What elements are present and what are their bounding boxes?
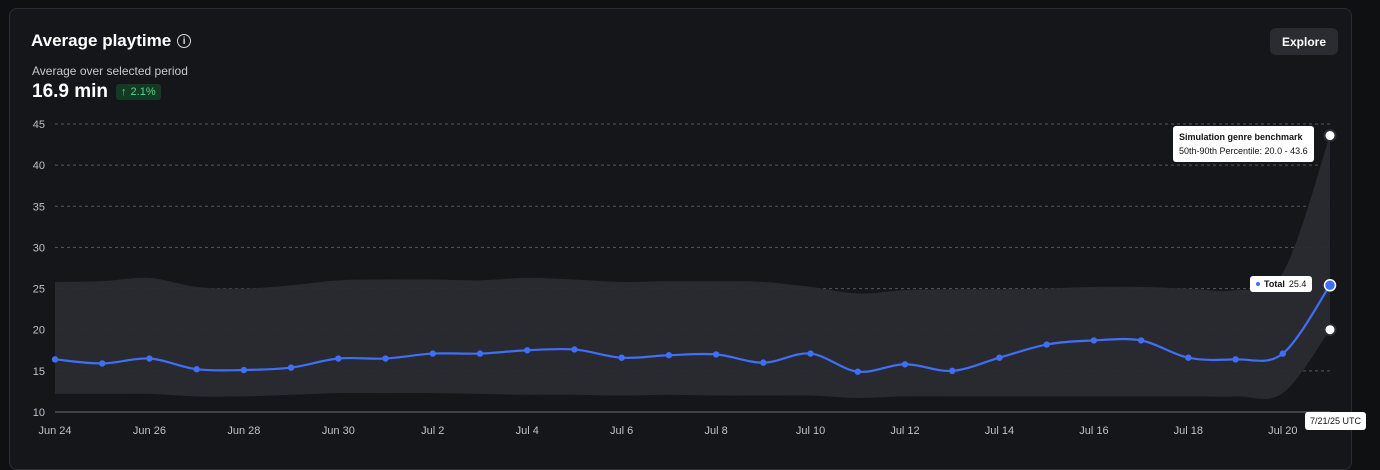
- total-tooltip: Total 25.4: [1250, 276, 1313, 292]
- x-tick-label: Jun 26: [133, 425, 166, 437]
- data-point: [335, 355, 342, 362]
- metric-row: 16.9 min ↑ 2.1%: [32, 81, 161, 103]
- data-point: [712, 351, 720, 358]
- x-tick-label: Jul 6: [610, 425, 633, 437]
- data-point: [146, 355, 153, 362]
- card-title: Average playtime: [31, 31, 172, 50]
- x-tick-label: Jul 12: [890, 425, 919, 437]
- data-point: [854, 368, 861, 375]
- data-point: [665, 352, 673, 359]
- data-point: [382, 355, 389, 362]
- total-series-line: [54, 284, 1331, 373]
- playtime-chart: 10 15 20 25 30 35 40 45 Jun 24 Jun 26 Jun 28 Jun 30…: [33, 119, 1337, 437]
- data-point: [193, 366, 200, 373]
- total-tooltip-label: Total: [1264, 279, 1285, 289]
- x-tick-label: Jul 16: [1079, 425, 1108, 437]
- y-tick-label: 10: [33, 407, 45, 419]
- benchmark-upper-marker: [1323, 129, 1337, 143]
- metric-value: 16.9 min: [32, 81, 109, 102]
- data-point: [949, 367, 956, 375]
- data-point: [1043, 341, 1050, 348]
- card-header: Average playtime i: [31, 31, 192, 51]
- x-tick-label: Jul 20: [1268, 425, 1297, 437]
- benchmark-tooltip: Simulation genre benchmark 50th-90th Per…: [1173, 126, 1314, 162]
- data-point: [760, 359, 767, 366]
- x-tick-label: Jun 28: [227, 425, 260, 437]
- data-point: [901, 361, 909, 368]
- y-tick-label: 30: [33, 242, 45, 254]
- x-tick-label: Jul 8: [704, 425, 727, 437]
- data-point: [1137, 337, 1145, 344]
- data-point: [287, 364, 295, 371]
- total-latest-marker: [1323, 279, 1337, 292]
- x-tick-label: Jun 24: [38, 425, 71, 437]
- explore-button[interactable]: Explore: [1270, 28, 1339, 55]
- arrow-up-icon: ↑: [121, 86, 127, 98]
- date-tooltip: 7/21/25 UTC: [1305, 412, 1367, 430]
- x-tick-label: Jun 30: [322, 425, 355, 437]
- y-tick-label: 25: [33, 284, 45, 296]
- series-dot-icon: [1256, 282, 1260, 286]
- x-tick-label: Jul 18: [1174, 425, 1203, 437]
- y-tick-label: 40: [33, 160, 45, 172]
- data-point: [1279, 350, 1286, 357]
- data-point: [429, 350, 436, 357]
- data-point: [618, 354, 625, 361]
- x-tick-label: Jul 2: [421, 425, 444, 437]
- data-point: [1185, 354, 1192, 361]
- delta-value: 2.1%: [130, 86, 156, 98]
- data-point: [1090, 337, 1098, 344]
- metric-subtitle: Average over selected period: [32, 64, 188, 78]
- benchmark-tooltip-title: Simulation genre benchmark: [1179, 132, 1303, 142]
- data-point: [99, 360, 106, 367]
- data-point: [51, 356, 59, 363]
- x-tick-label: Jul 10: [796, 425, 825, 437]
- data-point: [524, 347, 531, 354]
- data-point: [996, 354, 1003, 361]
- data-point: [571, 346, 578, 353]
- delta-badge: ↑ 2.1%: [116, 84, 161, 100]
- total-tooltip-value: 25.4: [1288, 279, 1307, 289]
- x-tick-label: Jul 14: [985, 425, 1014, 437]
- info-icon[interactable]: i: [177, 34, 192, 48]
- y-tick-label: 20: [33, 325, 45, 337]
- data-point: [476, 350, 484, 357]
- benchmark-tooltip-range: 50th-90th Percentile: 20.0 - 43.6: [1179, 146, 1308, 156]
- y-tick-label: 35: [33, 201, 45, 213]
- y-tick-label: 45: [33, 119, 45, 131]
- data-point: [240, 366, 248, 374]
- y-tick-label: 15: [33, 366, 45, 378]
- data-point: [1232, 356, 1239, 363]
- benchmark-band: [55, 135, 1330, 399]
- data-point: [807, 350, 814, 357]
- benchmark-lower-marker: [1323, 323, 1337, 337]
- x-tick-label: Jul 4: [516, 425, 539, 437]
